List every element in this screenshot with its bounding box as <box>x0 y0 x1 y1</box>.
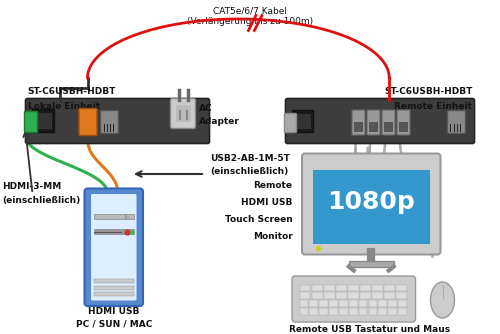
Bar <box>324 292 334 299</box>
Text: PC / SUN / MAC: PC / SUN / MAC <box>76 320 152 329</box>
Bar <box>292 111 312 133</box>
Bar <box>358 300 368 307</box>
Bar <box>324 285 334 291</box>
Bar <box>354 123 363 133</box>
FancyBboxPatch shape <box>382 110 395 135</box>
Text: 1080p: 1080p <box>328 189 415 213</box>
Text: Adapter: Adapter <box>198 117 239 126</box>
Bar <box>388 300 397 307</box>
Text: Monitor: Monitor <box>253 232 292 241</box>
Text: Remote USB Tastatur und Maus: Remote USB Tastatur und Maus <box>290 325 450 334</box>
Bar <box>300 300 308 307</box>
FancyBboxPatch shape <box>302 154 440 255</box>
Bar <box>396 285 407 291</box>
Bar <box>336 285 346 291</box>
FancyBboxPatch shape <box>284 114 296 133</box>
Text: (einschließlich): (einschließlich) <box>210 167 288 176</box>
Bar <box>94 279 134 283</box>
Bar <box>372 292 383 299</box>
Bar <box>312 292 322 299</box>
Text: HDMI USB: HDMI USB <box>88 307 140 316</box>
Bar <box>398 308 407 315</box>
Ellipse shape <box>430 282 454 318</box>
Bar <box>398 300 407 307</box>
Bar <box>312 285 322 291</box>
Bar <box>94 286 134 290</box>
Text: (Verlängerung bis zu 100m): (Verlängerung bis zu 100m) <box>187 16 313 25</box>
Bar <box>94 292 134 296</box>
FancyBboxPatch shape <box>100 111 118 134</box>
FancyBboxPatch shape <box>91 194 136 301</box>
Bar <box>384 285 395 291</box>
FancyBboxPatch shape <box>84 188 143 306</box>
Bar <box>349 308 358 315</box>
Bar <box>336 292 346 299</box>
FancyBboxPatch shape <box>24 112 38 133</box>
Bar <box>329 300 338 307</box>
Bar <box>94 229 134 234</box>
FancyBboxPatch shape <box>170 99 196 129</box>
Bar <box>360 285 370 291</box>
FancyBboxPatch shape <box>26 99 210 144</box>
Bar <box>313 169 430 243</box>
Bar <box>378 300 387 307</box>
Text: USB2-AB-1M-5T: USB2-AB-1M-5T <box>210 154 290 163</box>
Text: (einschließlich): (einschließlich) <box>2 196 81 205</box>
Bar <box>310 300 318 307</box>
Bar <box>399 123 408 133</box>
Bar <box>319 308 328 315</box>
Bar <box>176 106 190 123</box>
Bar <box>378 308 387 315</box>
Bar <box>384 292 395 299</box>
Bar <box>388 308 397 315</box>
Bar <box>396 292 407 299</box>
Bar <box>34 114 52 130</box>
Bar <box>339 300 347 307</box>
Bar <box>348 285 358 291</box>
Bar <box>300 292 310 299</box>
Bar <box>339 308 347 315</box>
Text: HDMI USB: HDMI USB <box>241 198 292 207</box>
Bar <box>348 292 358 299</box>
Text: CAT5e/6/7 Kabel: CAT5e/6/7 Kabel <box>213 6 287 15</box>
Text: Lokale Einheit: Lokale Einheit <box>28 103 100 112</box>
FancyBboxPatch shape <box>397 110 410 135</box>
Bar <box>360 292 370 299</box>
FancyBboxPatch shape <box>352 110 365 135</box>
Text: Remote: Remote <box>254 180 292 189</box>
Text: AC: AC <box>198 105 212 114</box>
Bar <box>94 214 134 219</box>
Text: HDMI-3-MM: HDMI-3-MM <box>2 182 62 191</box>
FancyBboxPatch shape <box>448 111 466 134</box>
Bar <box>372 285 383 291</box>
Bar <box>329 308 338 315</box>
Bar <box>369 123 378 133</box>
Text: Remote Einheit: Remote Einheit <box>394 103 472 112</box>
Bar <box>349 300 358 307</box>
Bar <box>368 308 378 315</box>
Bar <box>310 308 318 315</box>
Text: ST-C6USBH-HDBT: ST-C6USBH-HDBT <box>28 88 116 97</box>
FancyBboxPatch shape <box>292 276 416 322</box>
Bar <box>384 123 393 133</box>
FancyBboxPatch shape <box>367 110 380 135</box>
Text: Touch Screen: Touch Screen <box>225 215 292 224</box>
Bar <box>32 110 54 133</box>
FancyBboxPatch shape <box>79 109 97 136</box>
Bar <box>358 308 368 315</box>
Bar <box>294 115 310 130</box>
Bar <box>300 285 310 291</box>
Bar <box>349 261 394 267</box>
FancyBboxPatch shape <box>286 99 474 144</box>
Text: ST-C6USBH-HDBT: ST-C6USBH-HDBT <box>384 88 472 97</box>
Bar <box>300 308 308 315</box>
Bar <box>368 300 378 307</box>
Bar <box>319 300 328 307</box>
